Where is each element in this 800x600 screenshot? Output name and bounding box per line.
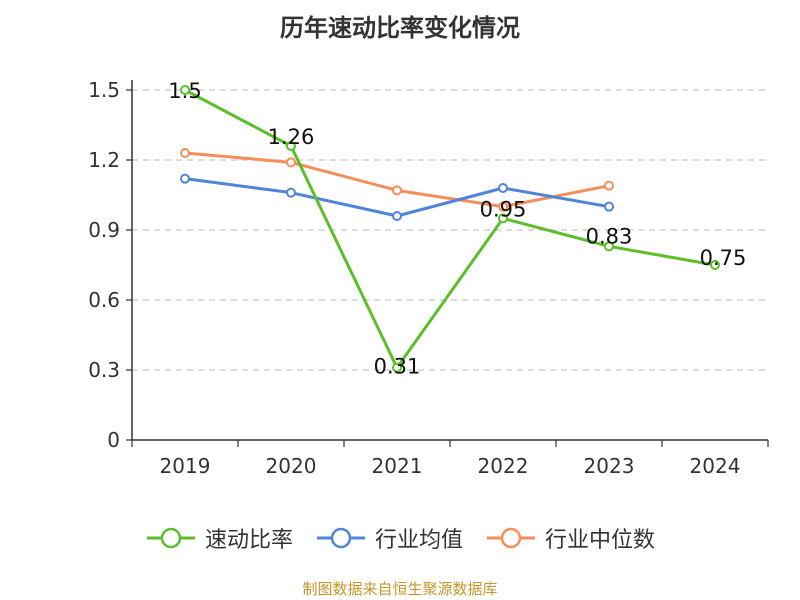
data-label: 0.31 <box>374 355 421 379</box>
legend-label: 速动比率 <box>204 528 293 553</box>
legend-item[interactable]: 行业均值 <box>315 522 463 554</box>
y-tick-label: 0.3 <box>88 358 120 382</box>
x-tick-label: 2021 <box>372 454 423 478</box>
legend-line-marker-icon <box>487 527 535 549</box>
source-note: 制图数据来自恒生聚源数据库 <box>302 580 498 598</box>
data-labels: 1.5 1.26 0.31 0.95 0.83 0.75 <box>168 79 746 379</box>
legend-label: 行业中位数 <box>545 528 656 553</box>
data-point <box>392 362 402 373</box>
data-label: 0.83 <box>586 224 633 248</box>
data-point <box>604 241 614 252</box>
x-tick-label: 2019 <box>160 454 211 478</box>
data-label: 1.5 <box>168 79 201 103</box>
legend-marker <box>160 527 182 549</box>
data-label: 1.26 <box>268 125 315 149</box>
data-point <box>498 201 508 212</box>
y-tick-label: 1.2 <box>88 148 120 172</box>
data-point <box>286 141 296 151</box>
data-point <box>604 201 614 212</box>
legend-marker <box>500 527 522 549</box>
axes: 0 0.3 0.6 0.9 1.2 1.5 2019 2020 2021 2022 2023 2024 <box>88 78 769 478</box>
data-label: 0.95 <box>480 197 527 221</box>
data-label: 0.75 <box>700 246 747 270</box>
data-point <box>286 157 296 168</box>
x-tick-label: 2022 <box>478 454 529 478</box>
data-point <box>180 148 190 158</box>
y-tick-label: 1.5 <box>88 78 120 102</box>
legend-item[interactable]: 行业中位数 <box>485 522 655 554</box>
legend-marker <box>330 527 352 549</box>
data-point <box>498 183 508 193</box>
series <box>180 85 720 373</box>
data-point <box>392 185 402 196</box>
gridlines <box>132 89 768 371</box>
x-tick-label: 2023 <box>584 454 635 478</box>
legend-line-marker-icon <box>146 527 195 549</box>
y-tick-label: 0 <box>107 428 120 452</box>
y-tick-label: 0.6 <box>88 288 120 312</box>
data-point <box>286 187 296 198</box>
legend-label: 行业均值 <box>374 528 463 553</box>
series-line-2 <box>184 151 610 209</box>
data-point <box>604 180 614 191</box>
legend-item[interactable]: 速动比率 <box>145 522 293 554</box>
legend-line-marker-icon <box>316 527 365 549</box>
chart-title: 历年速动比率变化情况 <box>280 14 520 42</box>
data-point <box>180 85 190 95</box>
x-tick-label: 2024 <box>690 454 741 478</box>
data-point <box>498 213 508 224</box>
series-line-0 <box>184 88 716 370</box>
data-point <box>180 173 190 184</box>
y-tick-label: 0.9 <box>88 218 120 242</box>
legend: 速动比率 行业均值 行业中位数 <box>0 520 800 556</box>
data-point <box>710 260 720 270</box>
data-point <box>392 211 402 221</box>
x-tick-label: 2020 <box>266 454 317 478</box>
